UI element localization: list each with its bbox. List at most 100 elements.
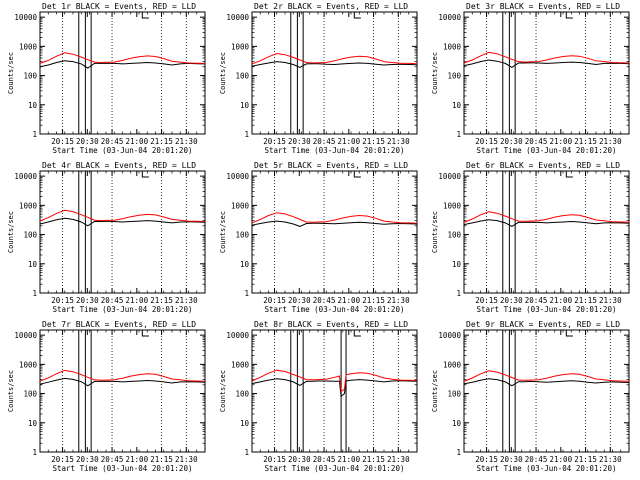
- y-tick-label: 10000: [14, 172, 37, 181]
- chart-panel-8: Det 8r BLACK = Events, RED = LLD 1 10 100 10…: [219, 320, 418, 473]
- x-tick-label: 20:15: [263, 137, 286, 146]
- chart-panel-1: Det 1r BLACK = Events, RED = LLD 1 10 100 10…: [7, 2, 206, 155]
- y-tick-label: 1000: [231, 42, 250, 51]
- y-tick-label: 10: [452, 101, 462, 110]
- chart-panel-4: Det 4r BLACK = Events, RED = LLD 1 10 100 10…: [7, 161, 206, 314]
- x-tick-label: 20:15: [475, 296, 498, 305]
- x-tick-label: 21:00: [550, 137, 573, 146]
- lld-series-line: [463, 370, 630, 382]
- x-axis-label: Start Time (03-Jun-04 20:01:20): [53, 146, 193, 155]
- y-tick-label: 10000: [438, 331, 461, 340]
- y-tick-label: 10000: [226, 13, 249, 22]
- y-tick-label: 10000: [226, 331, 249, 340]
- x-tick-label: 20:15: [51, 455, 74, 464]
- chart-panel-7: Det 7r BLACK = Events, RED = LLD 1 10 100 10…: [7, 320, 206, 473]
- x-tick-label: 21:00: [550, 455, 573, 464]
- x-tick-label: 21:00: [126, 296, 149, 305]
- lld-series-line: [463, 51, 630, 64]
- y-axis-label: Counts/sec: [431, 52, 439, 94]
- y-tick-label: 1000: [443, 360, 462, 369]
- x-tick-label: 20:45: [101, 455, 124, 464]
- x-tick-label: 21:30: [175, 455, 198, 464]
- flag-marker: [353, 171, 361, 178]
- y-tick-label: 1: [456, 448, 461, 457]
- x-tick-label: 20:15: [263, 455, 286, 464]
- y-tick-label: 1: [32, 448, 37, 457]
- x-tick-label: 21:00: [126, 455, 149, 464]
- y-tick-label: 100: [235, 72, 249, 81]
- flag-marker: [353, 330, 361, 337]
- y-axis-label: Counts/sec: [431, 370, 439, 412]
- y-tick-label: 1: [32, 289, 37, 298]
- chart-title: Det 9r BLACK = Events, RED = LLD: [466, 320, 620, 329]
- plot-frame: [463, 170, 630, 294]
- lld-series-line: [251, 52, 418, 65]
- flag-marker: [565, 12, 573, 19]
- events-series-line: [251, 378, 418, 398]
- chart-title: Det 6r BLACK = Events, RED = LLD: [466, 161, 620, 170]
- y-axis-label: Counts/sec: [7, 52, 15, 94]
- y-tick-label: 100: [23, 72, 37, 81]
- y-axis-label: Counts/sec: [7, 211, 15, 253]
- y-tick-label: 1: [456, 289, 461, 298]
- plot-frame: [463, 329, 630, 453]
- x-axis-label: Start Time (03-Jun-04 20:01:20): [477, 146, 617, 155]
- events-series-line: [39, 217, 206, 227]
- chart-panel-6: Det 6r BLACK = Events, RED = LLD 1 10 100 10…: [431, 161, 630, 314]
- chart-title: Det 4r BLACK = Events, RED = LLD: [42, 161, 196, 170]
- y-axis-label: Counts/sec: [219, 52, 227, 94]
- plot-frame: [39, 329, 206, 453]
- chart-title: Det 1r BLACK = Events, RED = LLD: [42, 2, 196, 11]
- y-tick-label: 1: [244, 289, 249, 298]
- y-tick-label: 1000: [231, 360, 250, 369]
- x-tick-label: 20:45: [525, 137, 548, 146]
- y-tick-label: 100: [447, 231, 461, 240]
- x-tick-label: 21:00: [550, 296, 573, 305]
- x-tick-label: 20:45: [525, 296, 548, 305]
- y-axis-label: Counts/sec: [219, 211, 227, 253]
- y-axis-label: Counts/sec: [219, 370, 227, 412]
- x-tick-label: 20:45: [313, 296, 336, 305]
- x-tick-label: 20:30: [76, 296, 99, 305]
- y-tick-label: 1000: [443, 42, 462, 51]
- y-tick-label: 10000: [14, 13, 37, 22]
- y-tick-label: 100: [23, 390, 37, 399]
- x-tick-label: 20:15: [51, 296, 74, 305]
- y-tick-label: 10: [28, 419, 38, 428]
- y-tick-label: 100: [235, 390, 249, 399]
- y-tick-label: 100: [23, 231, 37, 240]
- x-tick-label: 20:15: [475, 455, 498, 464]
- plot-frame: [251, 11, 418, 135]
- x-tick-label: 20:30: [76, 137, 99, 146]
- lld-series-line: [39, 52, 206, 64]
- x-tick-label: 20:45: [525, 455, 548, 464]
- x-tick-label: 21:30: [175, 296, 198, 305]
- x-tick-label: 21:00: [338, 137, 361, 146]
- x-tick-label: 21:15: [362, 137, 385, 146]
- x-tick-label: 21:30: [175, 137, 198, 146]
- x-tick-label: 20:30: [288, 137, 311, 146]
- plot-frame: [251, 170, 418, 294]
- y-tick-label: 1000: [443, 201, 462, 210]
- x-axis-label: Start Time (03-Jun-04 20:01:20): [477, 464, 617, 473]
- y-tick-label: 1000: [231, 201, 250, 210]
- x-axis-label: Start Time (03-Jun-04 20:01:20): [265, 305, 405, 314]
- flag-marker: [141, 171, 149, 178]
- y-tick-label: 10: [452, 419, 462, 428]
- x-tick-label: 21:15: [574, 296, 597, 305]
- x-tick-label: 21:15: [362, 296, 385, 305]
- chart-title: Det 5r BLACK = Events, RED = LLD: [254, 161, 408, 170]
- plot-frame: [463, 11, 630, 135]
- x-tick-label: 21:30: [387, 455, 410, 464]
- chart-title: Det 3r BLACK = Events, RED = LLD: [466, 2, 620, 11]
- y-tick-label: 10: [240, 260, 250, 269]
- y-tick-label: 10: [28, 260, 38, 269]
- y-tick-label: 1000: [19, 360, 38, 369]
- x-tick-label: 21:00: [126, 137, 149, 146]
- flag-marker: [565, 330, 573, 337]
- x-axis-label: Start Time (03-Jun-04 20:01:20): [265, 146, 405, 155]
- x-tick-label: 20:15: [475, 137, 498, 146]
- x-tick-label: 21:30: [599, 296, 622, 305]
- y-tick-label: 10: [240, 419, 250, 428]
